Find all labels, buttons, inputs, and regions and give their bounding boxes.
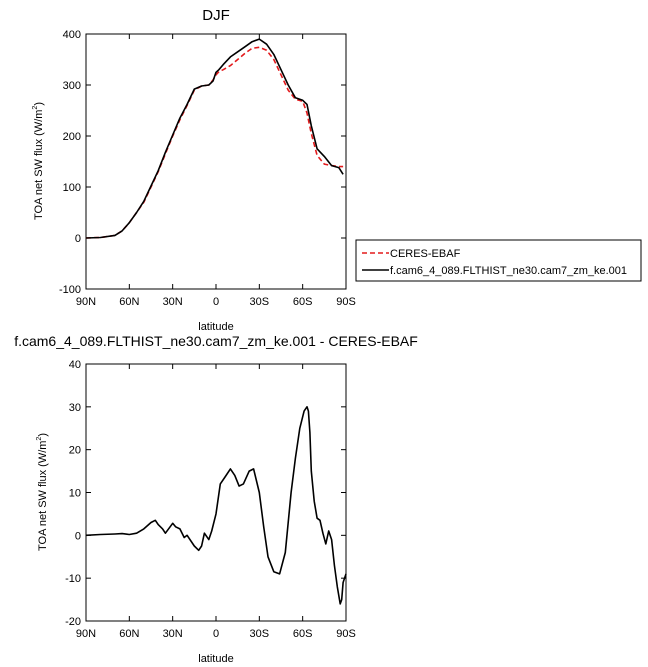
bottom-series-lines	[85, 405, 347, 605]
bottom-x-tick-label: 60N	[119, 628, 139, 640]
top-panel: DJF 90N 60N 30N 0 30S 60S 90S -100 0 100 200 300 40…	[32, 7, 356, 333]
bottom-y-tick-label: 0	[75, 530, 81, 542]
top-x-ticks: 90N 60N 30N 0 30S 60S 90S	[76, 34, 356, 308]
bottom-x-tick-label: 60S	[293, 628, 313, 640]
bottom-y-tick-label: 20	[69, 445, 81, 457]
top-y-tick-label: 100	[63, 182, 81, 194]
top-series-lines	[85, 38, 344, 239]
top-y-tick-label: 300	[63, 80, 81, 92]
top-x-tick-label: 0	[213, 296, 219, 308]
top-x-tick-label: 60N	[119, 296, 139, 308]
bottom-y-tick-label: 30	[69, 402, 81, 414]
bottom-x-tick-label: 90N	[76, 628, 96, 640]
bottom-y-tick-label: -20	[65, 616, 81, 628]
top-x-tick-label: 30S	[250, 296, 270, 308]
bottom-x-tick-label: 30S	[250, 628, 270, 640]
legend: CERES-EBAF f.cam6_4_089.FLTHIST_ne30.cam…	[355, 239, 642, 282]
top-y-ticks: -100 0 100 200 300 400	[59, 29, 346, 296]
bottom-x-tick-label: 90S	[336, 628, 356, 640]
bottom-y-tick-label: -10	[65, 573, 81, 585]
top-y-axis-label: TOA net SW flux (W/m2)	[32, 102, 45, 220]
bottom-series-line-0	[85, 405, 347, 605]
top-y-tick-label: 400	[63, 29, 81, 41]
top-x-tick-label: 90S	[336, 296, 356, 308]
bottom-x-ticks: 90N 60N 30N 0 30S 60S 90S	[76, 364, 356, 640]
legend-box	[355, 239, 642, 282]
legend-label-model: f.cam6_4_089.FLTHIST_ne30.cam7_zm_ke.001	[390, 265, 627, 277]
bottom-panel: f.cam6_4_089.FLTHIST_ne30.cam7_zm_ke.001…	[14, 333, 418, 665]
top-x-tick-label: 30N	[163, 296, 183, 308]
bottom-y-axis-label: TOA net SW flux (W/m2)	[36, 433, 49, 551]
bottom-x-tick-label: 30N	[163, 628, 183, 640]
bottom-panel-title: f.cam6_4_089.FLTHIST_ne30.cam7_zm_ke.001…	[14, 333, 418, 349]
top-x-tick-label: 90N	[76, 296, 96, 308]
top-x-axis-label: latitude	[198, 321, 233, 333]
bottom-plot-frame	[85, 363, 347, 622]
bottom-x-axis-label: latitude	[198, 653, 233, 665]
top-x-tick-label: 60S	[293, 296, 313, 308]
top-y-tick-label: 200	[63, 131, 81, 143]
bottom-y-tick-label: 40	[69, 359, 81, 371]
legend-label-ceres: CERES-EBAF	[390, 248, 461, 260]
top-y-tick-label: -100	[59, 284, 81, 296]
top-series-line-1	[85, 38, 344, 239]
top-y-tick-label: 0	[75, 233, 81, 245]
bottom-y-tick-label: 10	[69, 488, 81, 500]
bottom-x-tick-label: 0	[213, 628, 219, 640]
bottom-y-ticks: -20 -10 0 10 20 30 40	[65, 359, 346, 628]
top-panel-title: DJF	[202, 7, 230, 24]
